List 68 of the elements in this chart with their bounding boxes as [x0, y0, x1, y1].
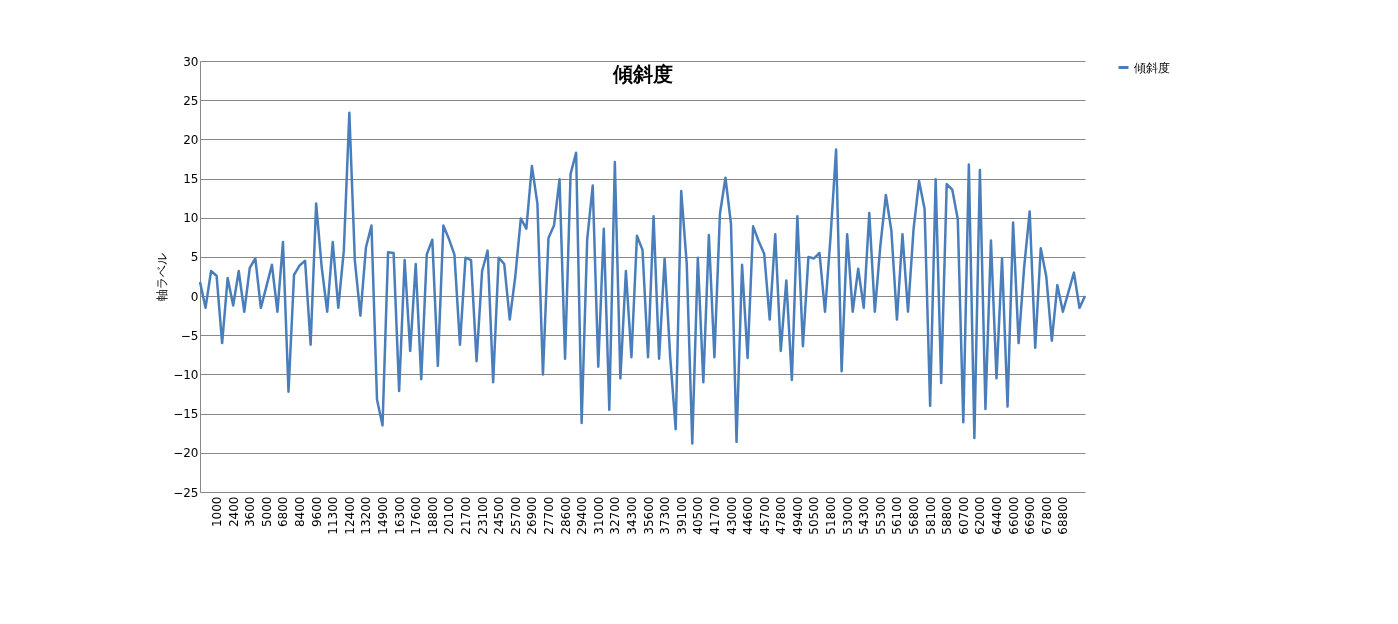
x-tick-label: 8400 [293, 496, 308, 528]
y-tick-label: 0 [190, 289, 199, 304]
x-tick-label: 24500 [492, 496, 507, 535]
x-tick-label: 60700 [956, 496, 971, 535]
x-tick-label: 11300 [326, 496, 341, 535]
chart-title: 傾斜度 [611, 62, 673, 86]
x-tick-label: 51800 [824, 496, 839, 535]
x-tick-label: 49400 [790, 496, 805, 535]
x-tick-label: 66900 [1023, 496, 1038, 535]
y-tick-label: 20 [183, 132, 199, 147]
x-tick-label: 67800 [1039, 496, 1054, 535]
x-tick-label: 62000 [973, 496, 988, 535]
x-tick-label: 35600 [641, 496, 656, 535]
x-tick-label: 14900 [376, 496, 391, 535]
legend-label: 傾斜度 [1134, 60, 1170, 75]
x-tick-label: 66000 [1006, 496, 1021, 535]
x-tick-label: 27700 [541, 496, 556, 535]
x-tick-label: 18800 [425, 496, 440, 535]
y-tick-label: 10 [183, 211, 199, 226]
x-tick-label: 58100 [923, 496, 938, 535]
x-tick-label: 53000 [840, 496, 855, 535]
y-axis-title: 軸ラベル [155, 253, 170, 301]
x-tick-label: 50500 [807, 496, 822, 535]
x-tick-label: 54300 [857, 496, 872, 535]
x-tick-label: 47800 [774, 496, 789, 535]
x-tick-label: 58800 [940, 496, 955, 535]
y-tick-label: −20 [173, 446, 199, 461]
x-tick-label: 17600 [409, 496, 424, 535]
x-tick-label: 9600 [309, 496, 324, 528]
x-tick-label: 13200 [359, 496, 374, 535]
x-tick-label: 29400 [575, 496, 590, 535]
x-tick-label: 44600 [741, 496, 756, 535]
x-tick-label: 28600 [558, 496, 573, 535]
x-tick-label: 31000 [591, 496, 606, 535]
x-tick-label: 56100 [890, 496, 905, 535]
y-tick-label: −25 [173, 485, 199, 500]
x-tick-label: 68800 [1056, 496, 1071, 535]
x-tick-label: 2400 [226, 496, 241, 528]
x-tick-label: 1000 [210, 496, 225, 528]
x-tick-label: 12400 [342, 496, 357, 535]
y-tick-label: 5 [190, 250, 199, 265]
x-tick-label: 56800 [907, 496, 922, 535]
x-tick-label: 39100 [674, 496, 689, 535]
x-tick-label: 43000 [724, 496, 739, 535]
x-tick-label: 16300 [392, 496, 407, 535]
x-tick-label: 34300 [624, 496, 639, 535]
x-tick-label: 32700 [608, 496, 623, 535]
x-tick-label: 55300 [873, 496, 888, 535]
y-tick-label: 15 [183, 172, 199, 187]
x-tick-label: 37300 [658, 496, 673, 535]
x-tick-label: 3600 [243, 496, 258, 528]
x-tick-label: 23100 [475, 496, 490, 535]
line-series [198, 111, 1087, 445]
x-tick-label: 6800 [276, 496, 291, 528]
x-tick-label: 45700 [757, 496, 772, 535]
x-tick-label: 25700 [508, 496, 523, 535]
x-tick-label: 5000 [259, 496, 274, 528]
y-tick-label: 25 [183, 93, 199, 108]
x-tick-label: 20100 [442, 496, 457, 535]
y-tick-label: −10 [173, 367, 199, 382]
x-tick-label: 21700 [459, 496, 473, 535]
y-tick-label: 30 [183, 54, 199, 69]
y-tick-label: −5 [180, 328, 199, 343]
x-tick-label: 40500 [691, 496, 706, 535]
x-tick-label: 64400 [990, 496, 1004, 535]
y-tick-label: −15 [173, 407, 199, 422]
x-tick-label: 41700 [707, 496, 722, 535]
x-tick-label: 26900 [525, 496, 540, 535]
